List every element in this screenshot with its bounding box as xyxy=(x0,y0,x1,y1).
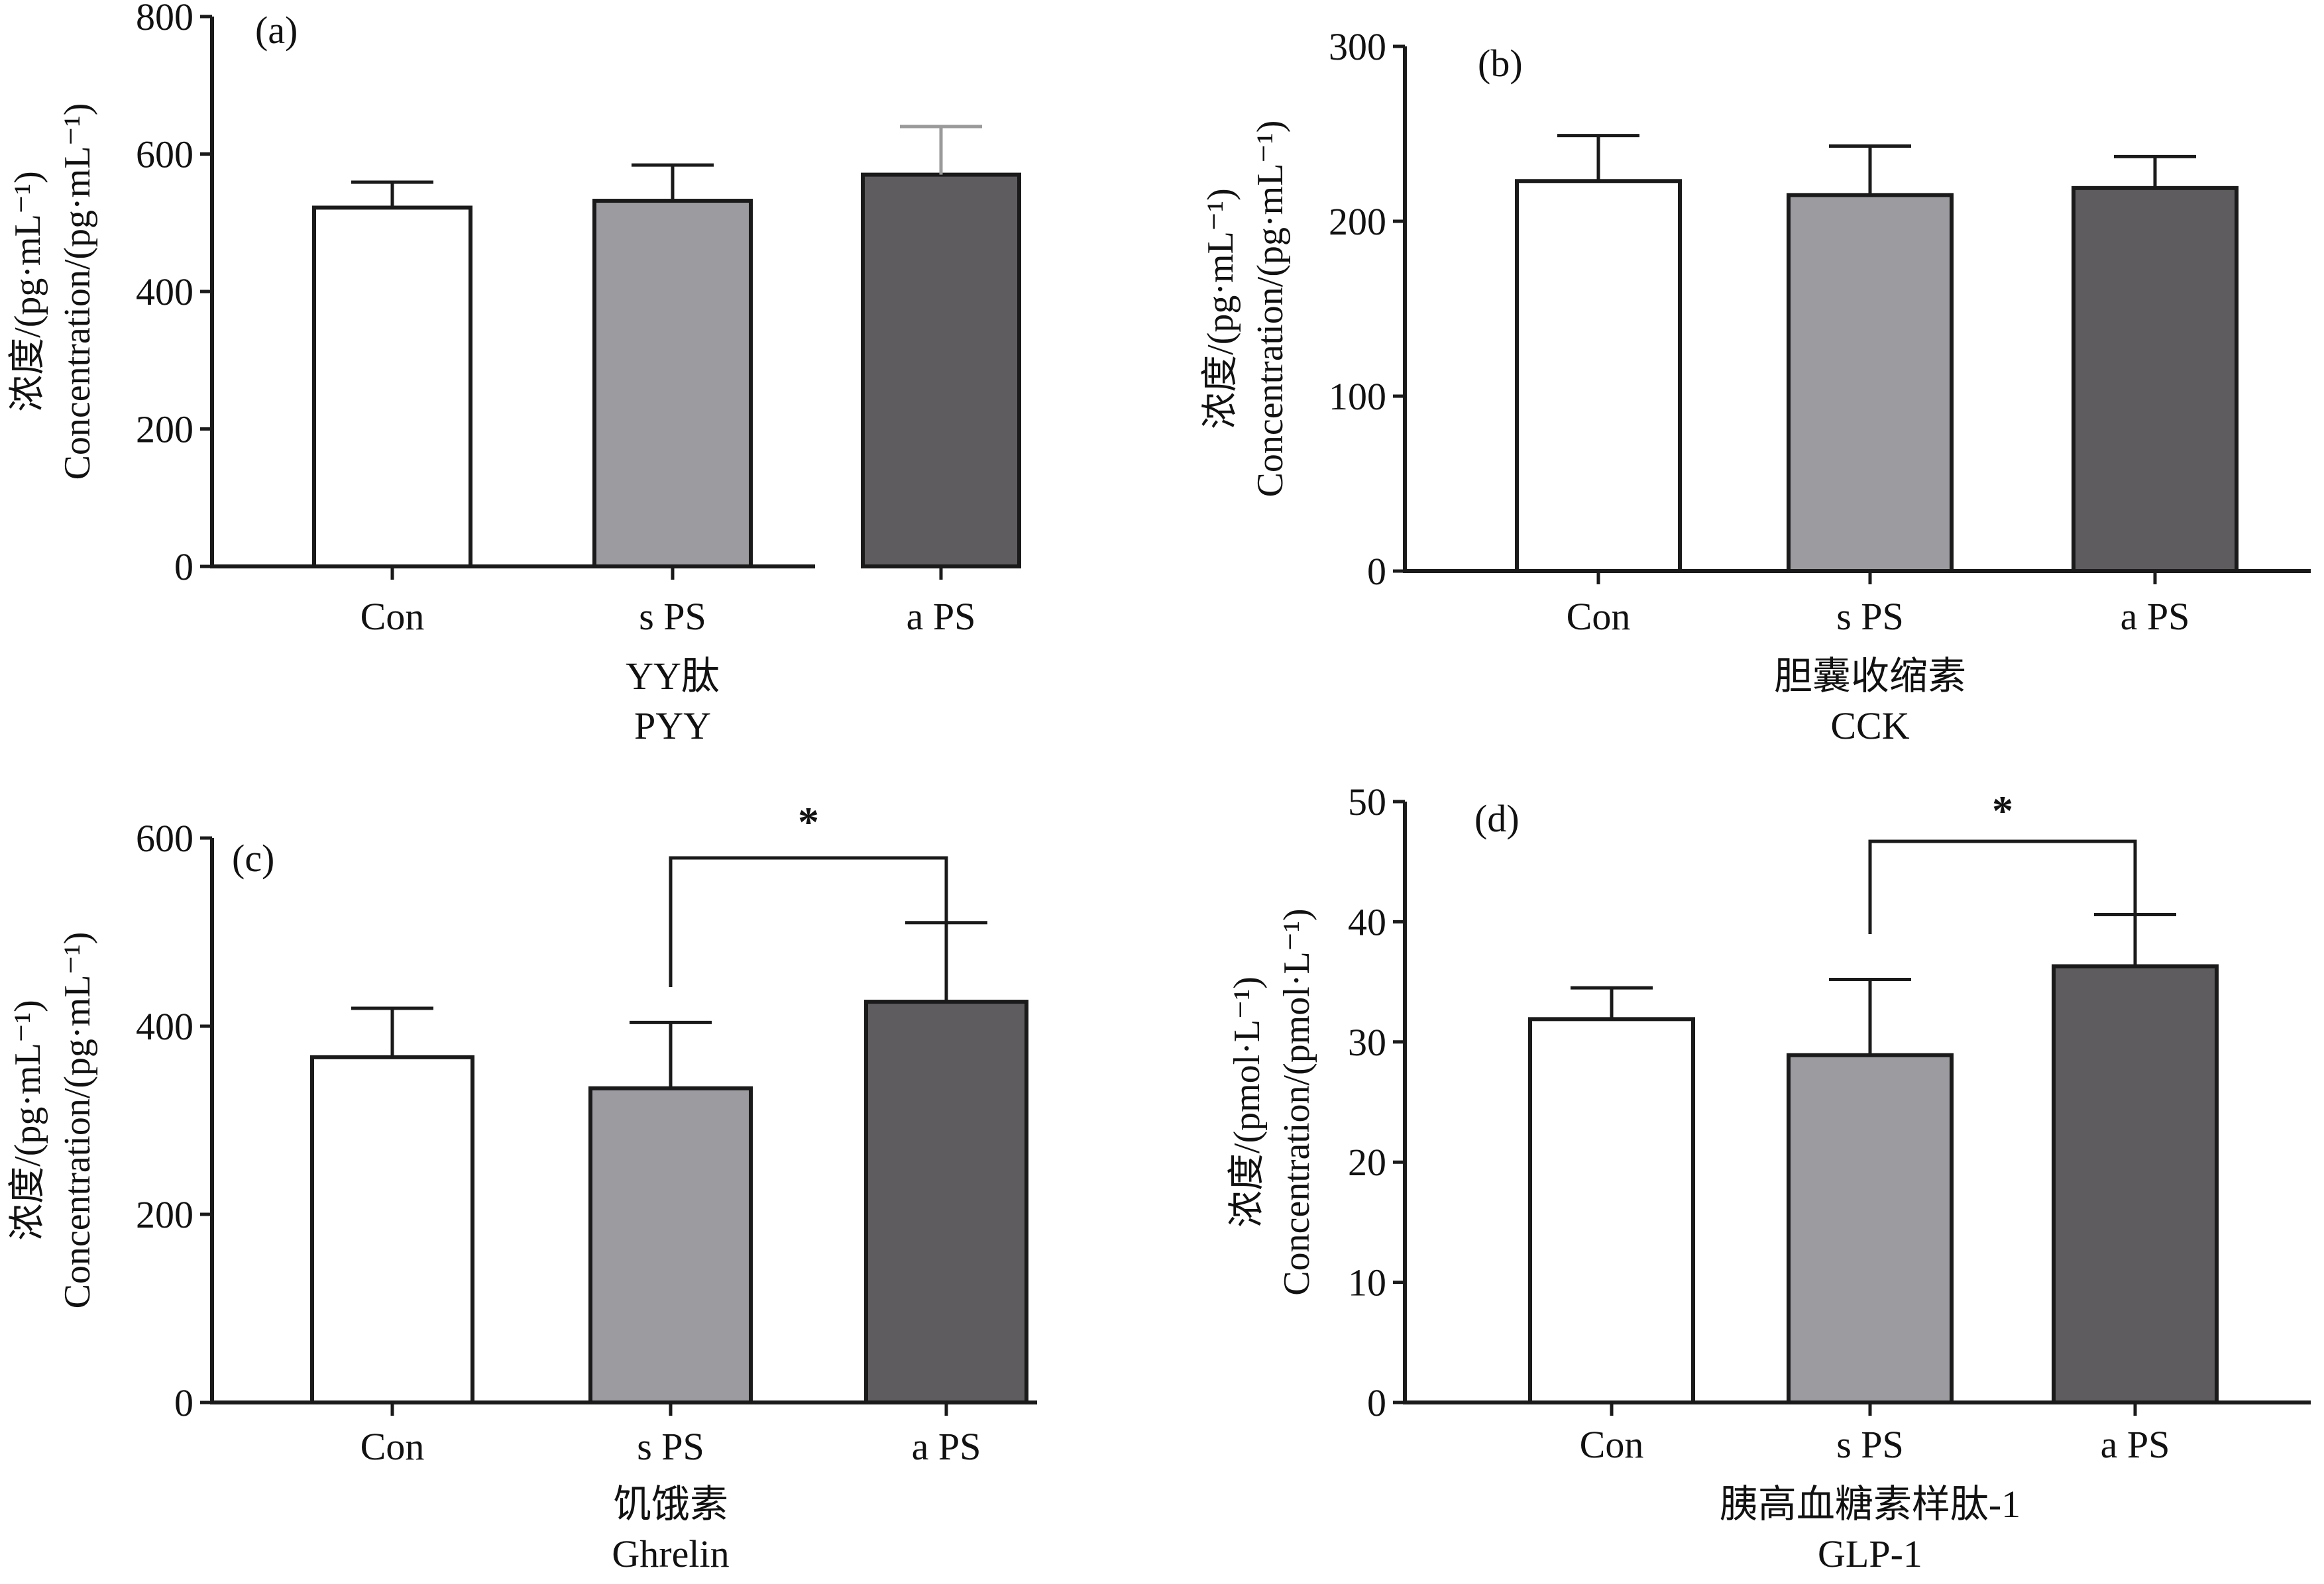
x-axis-title-cn: 饥饿素 xyxy=(613,1483,728,1526)
y-tick-label: 40 xyxy=(1348,900,1386,943)
y-tick-label: 100 xyxy=(1329,375,1386,418)
y-tick-label: 600 xyxy=(136,817,194,860)
bar-con xyxy=(310,1055,474,1404)
x-axis-title-en: Ghrelin xyxy=(612,1532,729,1575)
bar-s-ps xyxy=(1787,193,1954,573)
error-bar xyxy=(2094,913,2176,967)
error-bar xyxy=(1571,986,1653,1020)
y-tick-label: 20 xyxy=(1348,1141,1386,1184)
panel-label: (d) xyxy=(1474,797,1520,840)
y-tick-label: 400 xyxy=(136,1005,194,1048)
y-axis-title-en: Concentration/(pg·mL⁻¹) xyxy=(57,932,98,1309)
y-axis-title-cn: 浓度/(pg·mL⁻¹) xyxy=(7,171,48,412)
x-tick-label: Con xyxy=(1580,1423,1644,1466)
error-bar xyxy=(2114,154,2196,188)
significance-bracket: * xyxy=(1868,787,2137,934)
significance-bracket: * xyxy=(669,798,948,987)
panel-label: (c) xyxy=(232,837,274,880)
error-bar xyxy=(632,163,714,201)
bar-a-ps xyxy=(864,1000,1028,1404)
y-tick-label: 10 xyxy=(1348,1261,1386,1304)
x-tick-label: Con xyxy=(360,595,425,638)
y-tick-label: 400 xyxy=(136,270,194,313)
bar-con xyxy=(1515,179,1682,573)
y-tick-label: 200 xyxy=(136,1193,194,1236)
y-tick-label: 200 xyxy=(136,408,194,451)
x-axis-title-en: PYY xyxy=(634,704,711,747)
bar-a-ps xyxy=(2052,964,2219,1404)
error-bar xyxy=(1829,144,1911,195)
chart-panel-c: 0 200 400 600 Con s PS a PS 饥饿素 Ghrelin 浓度/(pg·mL… xyxy=(7,798,1037,1575)
error-bar xyxy=(1829,977,1911,1055)
chart-panel-b: 0 100 200 300 Con s PS a PS 胆囊收缩素 CCK 浓度/(pg·mL⁻¹… xyxy=(1200,25,2311,747)
y-tick-label: 0 xyxy=(174,545,194,588)
error-bar xyxy=(351,180,433,208)
y-tick-label: 50 xyxy=(1348,780,1386,823)
bar-con xyxy=(1528,1017,1695,1404)
x-axis-title-en: GLP-1 xyxy=(1818,1532,1922,1575)
bar-a-ps xyxy=(2072,185,2239,573)
x-tick-label: s PS xyxy=(639,595,706,638)
x-axis-title-cn: 胰高血糖素样肽-1 xyxy=(1720,1483,2020,1526)
chart-panel-d: 0 10 20 30 40 50 Con s PS a PS 胰高血糖素样肽-1 GLP-1 浓度/(… xyxy=(1227,780,2311,1575)
y-axis-title-cn: 浓度/(pg·mL⁻¹) xyxy=(1200,188,1241,429)
x-tick-label: a PS xyxy=(907,595,976,638)
error-bar xyxy=(630,1020,712,1088)
y-tick-label: 30 xyxy=(1348,1021,1386,1064)
y-axis-title-en: Concentration/(pmol·L⁻¹) xyxy=(1276,908,1317,1295)
x-tick-label: s PS xyxy=(637,1425,704,1468)
x-axis-title-cn: YY肽 xyxy=(626,655,720,698)
x-axis-title-en: CCK xyxy=(1830,704,1909,747)
x-tick-label: a PS xyxy=(2101,1423,2170,1466)
y-tick-label: 600 xyxy=(136,133,194,176)
bar-s-ps xyxy=(592,199,753,568)
bar-con xyxy=(312,205,472,568)
significance-label: * xyxy=(798,798,819,845)
x-axis-title-cn: 胆囊收缩素 xyxy=(1774,655,1966,698)
error-bar xyxy=(900,125,982,175)
y-tick-label: 0 xyxy=(1367,550,1386,593)
chart-panel-a: 0 200 400 600 800 Con s PS a PS YY肽 PYY 浓度/(pg·mL⁻… xyxy=(7,0,1021,747)
x-tick-label: s PS xyxy=(1836,595,1904,638)
x-tick-label: Con xyxy=(360,1425,425,1468)
bar-s-ps xyxy=(588,1086,753,1404)
y-tick-label: 0 xyxy=(1367,1381,1386,1424)
y-axis-title-cn: 浓度/(pg·mL⁻¹) xyxy=(7,1000,48,1241)
y-tick-label: 0 xyxy=(174,1381,194,1424)
y-tick-label: 300 xyxy=(1329,25,1386,68)
x-tick-label: Con xyxy=(1567,595,1631,638)
y-tick-label: 800 xyxy=(136,0,194,38)
y-axis-title-cn: 浓度/(pmol·L⁻¹) xyxy=(1227,977,1268,1228)
x-tick-label: s PS xyxy=(1836,1423,1904,1466)
bar-a-ps xyxy=(861,172,1021,568)
panel-label: (a) xyxy=(255,9,298,52)
panel-label: (b) xyxy=(1478,42,1523,85)
y-axis-title-en: Concentration/(pg·mL⁻¹) xyxy=(1250,121,1291,498)
bar-s-ps xyxy=(1787,1053,1954,1404)
x-tick-label: a PS xyxy=(2121,595,2190,638)
error-bar xyxy=(1557,134,1639,182)
error-bar xyxy=(351,1006,433,1057)
y-axis-title-en: Concentration/(pg·mL⁻¹) xyxy=(57,103,98,480)
error-bar xyxy=(905,921,987,1002)
significance-label: * xyxy=(1992,787,2013,834)
y-tick-label: 200 xyxy=(1329,200,1386,243)
x-tick-label: a PS xyxy=(912,1425,981,1468)
